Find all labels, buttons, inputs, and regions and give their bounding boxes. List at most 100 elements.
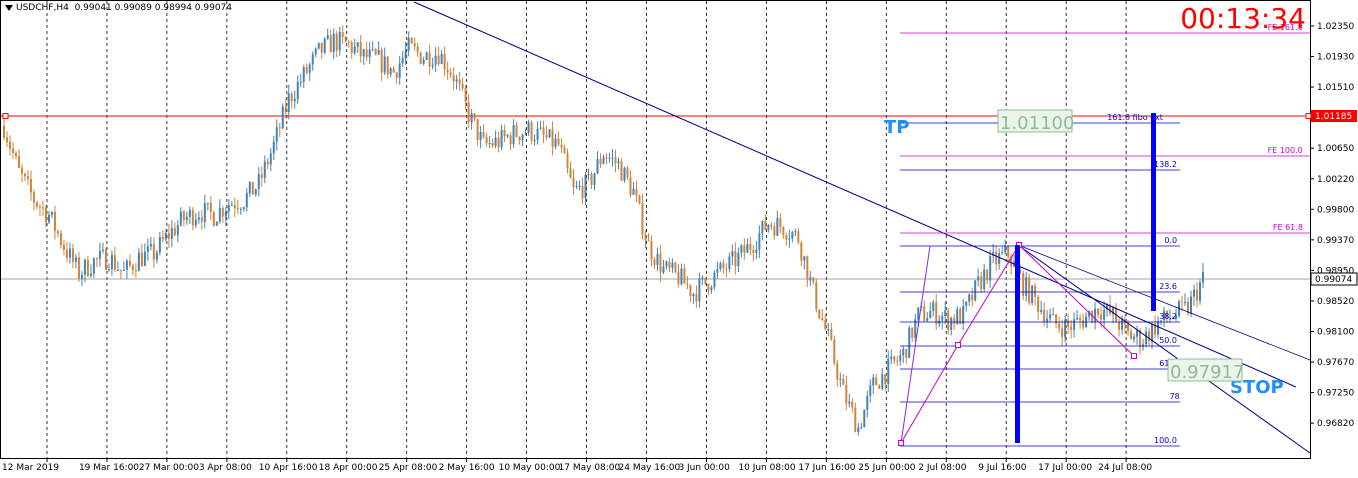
candle-body: [287, 93, 290, 112]
candle-body: [173, 228, 176, 236]
candle-body: [419, 52, 422, 64]
zigzag-line[interactable]: [900, 244, 1135, 444]
candle-body: [101, 249, 104, 252]
candle-body: [947, 310, 950, 330]
candle-body: [671, 262, 674, 268]
candle-body: [578, 185, 581, 187]
candle-body: [461, 83, 464, 89]
fe-level-label: FE 161.8: [1268, 23, 1303, 32]
candle-body: [731, 251, 734, 257]
candle-body: [980, 276, 983, 290]
candle-body: [644, 235, 647, 241]
candle-body: [302, 67, 305, 82]
candle-body: [992, 251, 995, 257]
zigzag-point[interactable]: [1131, 353, 1137, 359]
candle-body: [677, 271, 680, 285]
symbol-header: USDCHF,H4 0.99041 0.99089 0.98994 0.9907…: [5, 3, 232, 13]
candle-body: [869, 385, 872, 397]
candle-body: [1064, 320, 1067, 337]
fib-level-label: 38.2: [1159, 312, 1177, 321]
candle-body: [143, 251, 146, 266]
candle-body: [866, 396, 869, 411]
candle-body: [236, 208, 239, 210]
y-tick-label: 0.98100: [1317, 328, 1354, 338]
candle-body: [200, 217, 203, 222]
candle-body: [1022, 273, 1025, 296]
candle-body: [443, 53, 446, 70]
y-tick-label: 1.01930: [1317, 53, 1354, 63]
candle-body: [971, 294, 974, 301]
candle-body: [557, 138, 560, 145]
pattern-line[interactable]: [900, 245, 931, 444]
zigzag-point[interactable]: [898, 440, 904, 446]
fib-level-label: 100.0: [1154, 436, 1177, 445]
y-tick-label: 0.97250: [1317, 389, 1354, 399]
candle-body: [119, 269, 122, 271]
candle-body: [1094, 308, 1097, 322]
candle-body: [218, 207, 221, 222]
candle-body: [614, 157, 617, 164]
channel-line-lower[interactable]: [1017, 244, 1311, 454]
candle-body: [935, 302, 938, 325]
level-handle[interactable]: [2, 113, 9, 119]
collapse-triangle-icon[interactable]: [5, 4, 13, 11]
candle-body: [59, 233, 62, 245]
candle-body: [140, 252, 143, 266]
candle-body: [815, 282, 818, 310]
zigzag-point[interactable]: [955, 342, 961, 348]
candle-body: [323, 38, 326, 53]
candle-body: [383, 56, 386, 73]
candle-body: [779, 218, 782, 228]
candle-body: [680, 268, 683, 285]
level-handle[interactable]: [1305, 113, 1312, 119]
candle-body: [884, 374, 887, 385]
candle-body: [17, 155, 20, 168]
candle-body: [197, 217, 200, 220]
channel-line-upper[interactable]: [1017, 244, 1311, 361]
candle-body: [341, 31, 344, 37]
candle-body: [842, 378, 845, 385]
candle-body: [1202, 272, 1204, 283]
candle-body: [965, 301, 968, 306]
candle-body: [821, 317, 824, 321]
candle-body: [860, 427, 863, 429]
candle-body: [710, 287, 713, 291]
x-tick-label: 10 Jun 08:00: [738, 463, 795, 473]
candle-body: [275, 127, 278, 142]
candle-body: [1109, 304, 1112, 314]
candle-body: [134, 270, 137, 272]
candle-body: [395, 72, 398, 78]
candle-body: [863, 410, 866, 428]
candle-body: [1046, 318, 1049, 323]
candle-body: [83, 259, 86, 275]
candle-body: [491, 143, 494, 146]
candle-body: [812, 277, 815, 283]
candle-body: [989, 256, 992, 281]
candle-body: [1166, 310, 1169, 319]
candle-body: [1034, 285, 1037, 297]
candle-body: [743, 245, 746, 253]
candle-body: [434, 55, 437, 65]
candle-body: [668, 261, 671, 268]
candle-body: [899, 355, 902, 362]
x-tick-label: 3 Apr 08:00: [199, 463, 252, 473]
candle-body: [29, 178, 32, 193]
candle-body: [62, 244, 65, 250]
candle-body: [542, 127, 545, 135]
candle-body: [689, 285, 692, 297]
candle-body: [587, 173, 590, 175]
candle-body: [185, 216, 188, 221]
candle-body: [425, 52, 428, 60]
candle-body: [332, 33, 335, 53]
candle-body: [284, 106, 287, 112]
candle-body: [1019, 268, 1022, 274]
candle-body: [311, 54, 314, 65]
candle-body: [137, 252, 140, 272]
candle-body: [623, 167, 626, 181]
candle-body: [524, 132, 527, 135]
candle-body: [371, 49, 374, 51]
candle-body: [923, 306, 926, 321]
candle-body: [746, 243, 749, 253]
trendline-main[interactable]: [413, 1, 1297, 388]
red-level-tag-text: 1.01185: [1315, 112, 1352, 122]
